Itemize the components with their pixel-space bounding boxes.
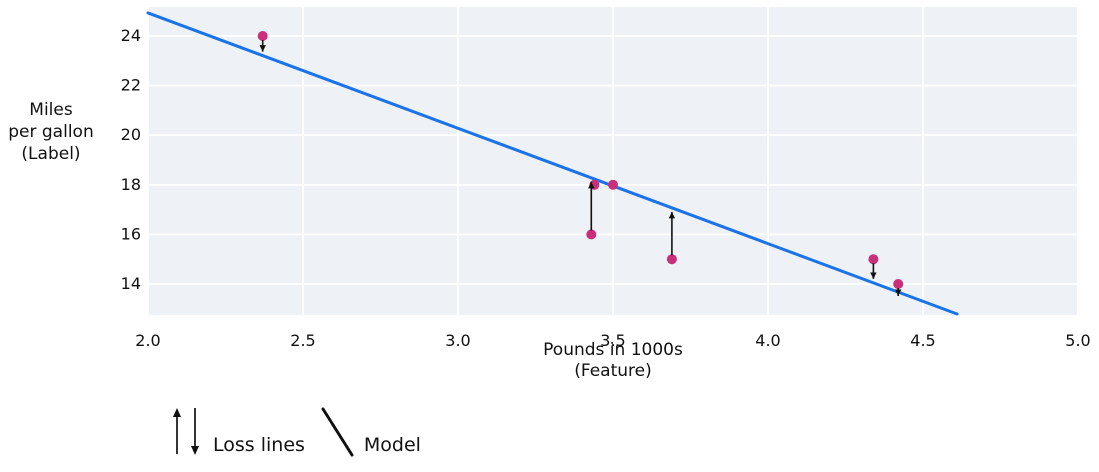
x-tick-label: 4.0 — [755, 331, 780, 350]
legend-up-arrowhead — [173, 408, 181, 417]
chart-legend: Loss lines Model — [162, 406, 421, 458]
model-legend-line — [321, 407, 354, 457]
x-tick-label: 2.5 — [290, 331, 315, 350]
x-tick-label: 5.0 — [1065, 331, 1090, 350]
y-axis-label: Miles per gallon (Label) — [8, 100, 94, 164]
loss-lines-icon — [173, 408, 199, 455]
y-tick-label: 18 — [121, 175, 141, 194]
data-point — [893, 279, 904, 290]
x-tick-label: 3.0 — [445, 331, 470, 350]
legend-down-arrowhead — [191, 446, 199, 455]
legend-label-model: Model — [363, 434, 421, 456]
y-tick-label: 20 — [121, 125, 141, 144]
data-point — [868, 254, 879, 265]
legend-item-loss-lines: Loss lines — [162, 406, 305, 458]
y-tick-label: 24 — [121, 26, 141, 45]
legend-label-loss-lines: Loss lines — [213, 434, 305, 456]
data-point — [586, 229, 597, 240]
legend-item-model: Model — [320, 406, 421, 458]
x-axis-label: Pounds in 1000s (Feature) — [543, 340, 683, 381]
data-point — [666, 254, 677, 265]
y-tick-label: 16 — [121, 224, 141, 243]
model-line — [146, 11, 959, 316]
y-tick-label: 14 — [121, 274, 141, 293]
x-tick-label: 2.0 — [135, 331, 160, 350]
model-icon — [321, 407, 354, 457]
x-tick-label: 4.5 — [910, 331, 935, 350]
y-tick-label: 22 — [121, 76, 141, 95]
data-point — [608, 179, 618, 190]
x-tick-label: 3.5 — [600, 331, 625, 350]
data-point — [257, 31, 268, 42]
